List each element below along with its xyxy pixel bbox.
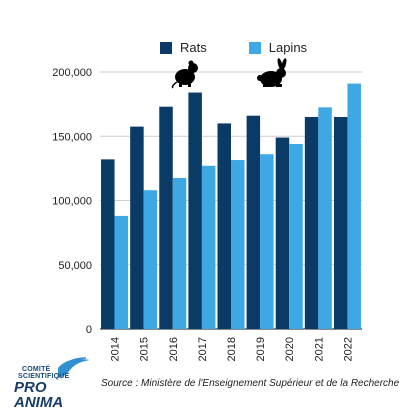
bar-lapins-2014 [114,215,129,329]
x-tick-label: 2018 [226,337,238,361]
bar-lapins-2015 [143,190,158,329]
bar-lapins-2017 [201,165,216,329]
bar-rats-2022 [333,116,348,329]
bar-lapins-2020 [289,143,303,329]
bar-rats-2014 [101,159,115,329]
chart-legend: Rats Lapins [160,40,341,55]
x-tick-label: 2016 [168,337,180,361]
logo-line-pro-anima: PRO ANIMA [14,379,64,411]
bar-lapins-2019 [260,154,274,329]
x-tick-label: 2017 [197,337,209,361]
legend-item-rats: Rats [160,40,207,55]
bar-lapins-2016 [172,178,187,329]
bar-rats-2019 [246,115,261,329]
logo-line-scientifique: SCIENTIFIQUE [18,373,70,380]
legend-item-lapins: Lapins [248,40,308,55]
rabbit-icon [257,58,287,87]
logo-line-comite: COMITÉ [22,366,51,373]
x-tick-label: 2021 [313,337,325,361]
bar-lapins-2021 [318,107,332,330]
bar-rats-2020 [275,137,290,329]
bar-chart: 0 50,000 100,000 150,000 200,000 2014 2015 2016… [52,58,362,361]
y-tick-label: 0 [86,324,92,336]
legend-swatch-lapins [248,41,261,54]
bird-icon [58,357,90,378]
pro-anima-logo: COMITÉ SCIENTIFIQUE PRO ANIMA [6,356,96,410]
bar-rats-2017 [188,92,202,329]
source-note: Source : Ministère de l'Enseignement Sup… [101,378,400,389]
legend-swatch-rats [160,41,172,54]
bar-rats-2018 [217,123,231,330]
axis-ticks: 0 50,000 100,000 150,000 200,000 2014 2015 2016… [52,67,354,361]
rat-icon [171,60,198,89]
legend-label-rats: Rats [180,40,207,55]
bar-rats-2021 [304,116,319,329]
x-tick-label: 2014 [110,337,122,361]
x-tick-label: 2019 [255,337,267,361]
bars [101,83,361,330]
y-tick-label: 200,000 [52,67,92,79]
y-tick-label: 150,000 [52,131,92,143]
bar-rats-2016 [159,106,173,329]
bar-lapins-2022 [347,83,361,329]
y-tick-label: 100,000 [52,196,92,208]
bar-lapins-2018 [231,160,245,329]
x-tick-label: 2015 [139,337,151,361]
legend-label-lapins: Lapins [268,40,308,55]
x-tick-label: 2020 [284,337,296,361]
x-tick-label: 2022 [342,337,354,361]
bar-rats-2015 [130,126,144,329]
y-tick-label: 50,000 [58,260,92,272]
